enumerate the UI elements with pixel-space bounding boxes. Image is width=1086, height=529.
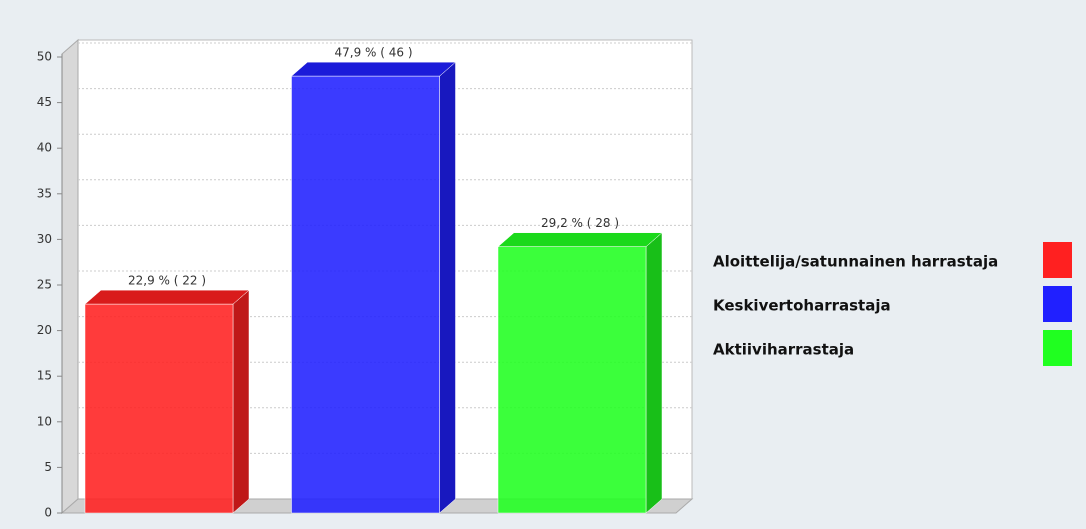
y-tick-label: 50: [37, 50, 52, 64]
value-label: 22,9 % ( 22 ): [128, 274, 206, 288]
bar-side: [645, 232, 663, 514]
y-tick-label: 0: [44, 506, 52, 520]
legend-swatch: [1043, 242, 1072, 278]
y-tick-label: 35: [37, 186, 52, 200]
bar-top: [290, 61, 457, 77]
legend-label: Aktiiviharrastaja: [713, 341, 854, 359]
legend-swatch: [1043, 330, 1072, 366]
legend-label: Aloittelija/satunnainen harrastaja: [713, 253, 998, 271]
y-tick-label: 40: [37, 141, 52, 155]
value-label: 47,9 % ( 46 ): [334, 46, 412, 60]
legend-swatch: [1043, 286, 1072, 322]
bar-top: [84, 289, 250, 305]
bar: [84, 303, 234, 514]
side-wall: [61, 38, 79, 515]
y-tick-label: 25: [37, 278, 52, 292]
bar: [291, 75, 440, 514]
y-tick-label: 15: [37, 369, 52, 383]
y-tick-label: 5: [44, 460, 52, 474]
bar-side: [232, 289, 250, 514]
y-tick-label: 45: [37, 95, 52, 109]
bar-top: [497, 232, 663, 247]
y-tick-label: 30: [37, 232, 52, 246]
bar: [497, 246, 647, 514]
value-label: 29,2 % ( 28 ): [541, 216, 619, 230]
y-tick-label: 20: [37, 323, 52, 337]
bar-side: [439, 61, 456, 514]
legend-label: Keskivertoharrastaja: [713, 297, 891, 315]
y-tick-label: 10: [37, 414, 52, 428]
